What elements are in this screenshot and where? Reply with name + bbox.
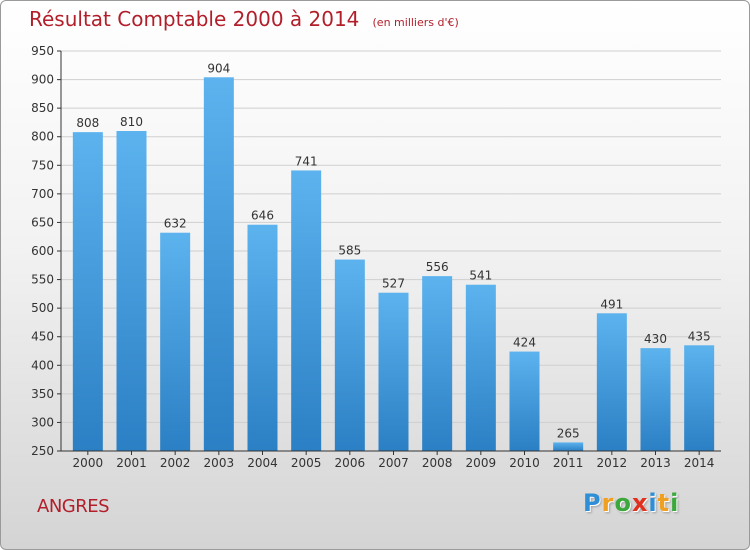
y-tick-label: 650 bbox=[31, 215, 54, 229]
x-tick-label: 2003 bbox=[204, 456, 235, 470]
x-tick-label: 2013 bbox=[640, 456, 671, 470]
bar-value-label: 424 bbox=[513, 336, 536, 350]
x-tick-label: 2006 bbox=[335, 456, 366, 470]
x-tick-label: 2014 bbox=[684, 456, 715, 470]
bar bbox=[291, 170, 322, 451]
bar-value-label: 556 bbox=[426, 260, 449, 274]
x-tick-label: 2007 bbox=[378, 456, 409, 470]
chart-title: Résultat Comptable 2000 à 2014 bbox=[29, 7, 360, 31]
x-tick-label: 2000 bbox=[73, 456, 104, 470]
x-tick-label: 2002 bbox=[160, 456, 191, 470]
proxiti-logo: Proxiti bbox=[583, 489, 679, 517]
axes: 250 300 350 400 450 500 550 600 650 700 750 800 850 9… bbox=[31, 44, 721, 470]
bar-value-label: 741 bbox=[295, 154, 318, 168]
x-tick-label: 2005 bbox=[291, 456, 322, 470]
bar bbox=[684, 345, 715, 451]
y-tick-label: 900 bbox=[31, 73, 54, 87]
bar-value-label: 541 bbox=[469, 269, 492, 283]
bar bbox=[596, 313, 627, 451]
y-tick-label: 400 bbox=[31, 358, 54, 372]
bar bbox=[72, 132, 103, 451]
y-tick-label: 250 bbox=[31, 444, 54, 458]
bar-value-label: 265 bbox=[557, 426, 580, 440]
y-tick-label: 300 bbox=[31, 415, 54, 429]
bar bbox=[116, 131, 147, 451]
bar-value-label: 632 bbox=[164, 217, 187, 231]
y-tick-label: 850 bbox=[31, 101, 54, 115]
x-tick-label: 2012 bbox=[597, 456, 628, 470]
bar bbox=[247, 224, 278, 451]
bar-value-label: 810 bbox=[120, 115, 143, 129]
y-tick-label: 700 bbox=[31, 187, 54, 201]
bar bbox=[160, 232, 191, 451]
chart-title-block: Résultat Comptable 2000 à 2014 (en milli… bbox=[29, 7, 459, 31]
chart-subtitle: (en milliers d'€) bbox=[372, 16, 459, 29]
y-tick-label: 500 bbox=[31, 301, 54, 315]
x-tick-label: 2008 bbox=[422, 456, 453, 470]
y-tick-label: 350 bbox=[31, 387, 54, 401]
y-tick-label: 550 bbox=[31, 273, 54, 287]
bar-value-label: 646 bbox=[251, 209, 274, 223]
bar-value-label: 430 bbox=[644, 332, 667, 346]
bar-value-label: 491 bbox=[600, 297, 623, 311]
bar bbox=[378, 292, 409, 451]
logo-letter: r bbox=[601, 489, 615, 517]
y-tick-label: 800 bbox=[31, 130, 54, 144]
commune-name: ANGRES bbox=[37, 496, 110, 517]
x-tick-label: 2009 bbox=[466, 456, 497, 470]
x-tick-label: 2010 bbox=[509, 456, 540, 470]
x-tick-label: 2001 bbox=[116, 456, 147, 470]
bar-value-label: 904 bbox=[207, 61, 230, 75]
bar bbox=[334, 259, 365, 451]
logo-letter: i bbox=[648, 489, 658, 517]
logo-letter: t bbox=[657, 489, 671, 517]
logo-letter: x bbox=[631, 489, 649, 517]
logo-letter: o bbox=[614, 489, 632, 517]
bar bbox=[422, 276, 453, 451]
x-tick-label: 2011 bbox=[553, 456, 584, 470]
bar bbox=[509, 351, 540, 451]
bar bbox=[203, 77, 234, 452]
y-tick-label: 950 bbox=[31, 44, 54, 58]
bar bbox=[465, 284, 496, 451]
bar bbox=[640, 348, 671, 451]
bar-value-label: 808 bbox=[76, 116, 99, 130]
bar-value-label: 585 bbox=[338, 244, 361, 258]
y-tick-label: 450 bbox=[31, 330, 54, 344]
bar-value-label: 435 bbox=[688, 329, 711, 343]
x-tick-label: 2004 bbox=[247, 456, 278, 470]
logo-letter: P bbox=[583, 489, 602, 517]
logo-letter: i bbox=[670, 489, 680, 517]
bar-value-label: 527 bbox=[382, 277, 405, 291]
y-tick-label: 750 bbox=[31, 158, 54, 172]
y-tick-label: 600 bbox=[31, 244, 54, 258]
bars: 808 810 632 904 646 741 585 527 556 541 424 265 491 4… bbox=[72, 61, 715, 452]
bar bbox=[553, 442, 584, 451]
